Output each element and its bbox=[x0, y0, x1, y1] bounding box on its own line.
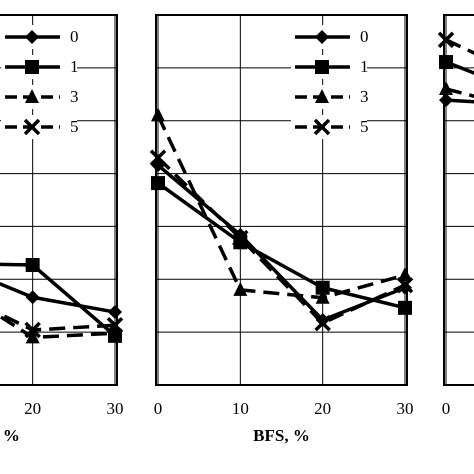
x-tick-label: 20 bbox=[24, 399, 41, 418]
x-tick-label: 20 bbox=[314, 399, 331, 418]
x-axis-title: BFS, % bbox=[253, 426, 310, 445]
x-tick-label: 0 bbox=[442, 399, 451, 418]
legend-marker bbox=[25, 60, 39, 74]
legend-label: 3 bbox=[360, 87, 369, 106]
legend-label: 0 bbox=[70, 27, 79, 46]
series-line bbox=[156, 114, 406, 300]
marker bbox=[439, 81, 453, 95]
plot-frame bbox=[155, 14, 408, 386]
marker bbox=[439, 93, 453, 108]
x-tick-label: 30 bbox=[107, 399, 124, 418]
series-line bbox=[445, 60, 474, 75]
x-tick-label: 30 bbox=[397, 399, 414, 418]
legend-marker bbox=[23, 118, 41, 136]
marker bbox=[315, 289, 330, 304]
x-tick-label: 10 bbox=[232, 399, 249, 418]
series-line bbox=[156, 181, 406, 310]
plot-frame bbox=[0, 14, 118, 386]
legend-marker bbox=[313, 118, 331, 136]
marker bbox=[151, 107, 165, 122]
series-line bbox=[156, 156, 406, 326]
marker bbox=[439, 55, 453, 70]
marker bbox=[315, 312, 330, 327]
series-line bbox=[445, 87, 474, 98]
legend-marker bbox=[25, 89, 39, 103]
marker bbox=[233, 281, 248, 296]
series-line bbox=[156, 163, 406, 323]
marker bbox=[398, 300, 412, 315]
marker bbox=[437, 31, 455, 49]
series-line bbox=[0, 262, 117, 338]
plot-frame bbox=[443, 14, 474, 386]
marker bbox=[398, 280, 412, 295]
marker bbox=[398, 267, 412, 282]
legend-marker bbox=[315, 60, 329, 74]
series-line bbox=[0, 314, 116, 340]
legend-marker bbox=[315, 30, 329, 44]
x-axis-title: BFS, % bbox=[0, 426, 20, 445]
legend-label: 5 bbox=[360, 117, 369, 136]
legend-label: 3 bbox=[70, 87, 79, 106]
marker bbox=[25, 258, 40, 273]
legend-label: 0 bbox=[360, 27, 369, 46]
legend-marker bbox=[315, 89, 329, 103]
series-line bbox=[445, 98, 474, 104]
marker bbox=[151, 176, 165, 191]
marker bbox=[25, 329, 40, 344]
legend-marker bbox=[25, 30, 39, 44]
series-line bbox=[0, 312, 116, 332]
marker bbox=[314, 314, 331, 332]
marker bbox=[396, 276, 414, 294]
legend-label: 1 bbox=[70, 57, 79, 76]
legend-label: 1 bbox=[360, 57, 369, 76]
marker bbox=[315, 280, 330, 295]
marker bbox=[106, 317, 124, 334]
marker bbox=[233, 235, 248, 250]
marker bbox=[25, 290, 40, 305]
marker bbox=[108, 325, 122, 340]
marker bbox=[108, 305, 122, 320]
marker bbox=[232, 229, 249, 247]
series-line bbox=[0, 281, 116, 314]
x-tick-label: 0 bbox=[154, 399, 163, 418]
marker bbox=[24, 321, 41, 339]
legend-label: 5 bbox=[70, 117, 79, 136]
marker bbox=[149, 149, 167, 166]
